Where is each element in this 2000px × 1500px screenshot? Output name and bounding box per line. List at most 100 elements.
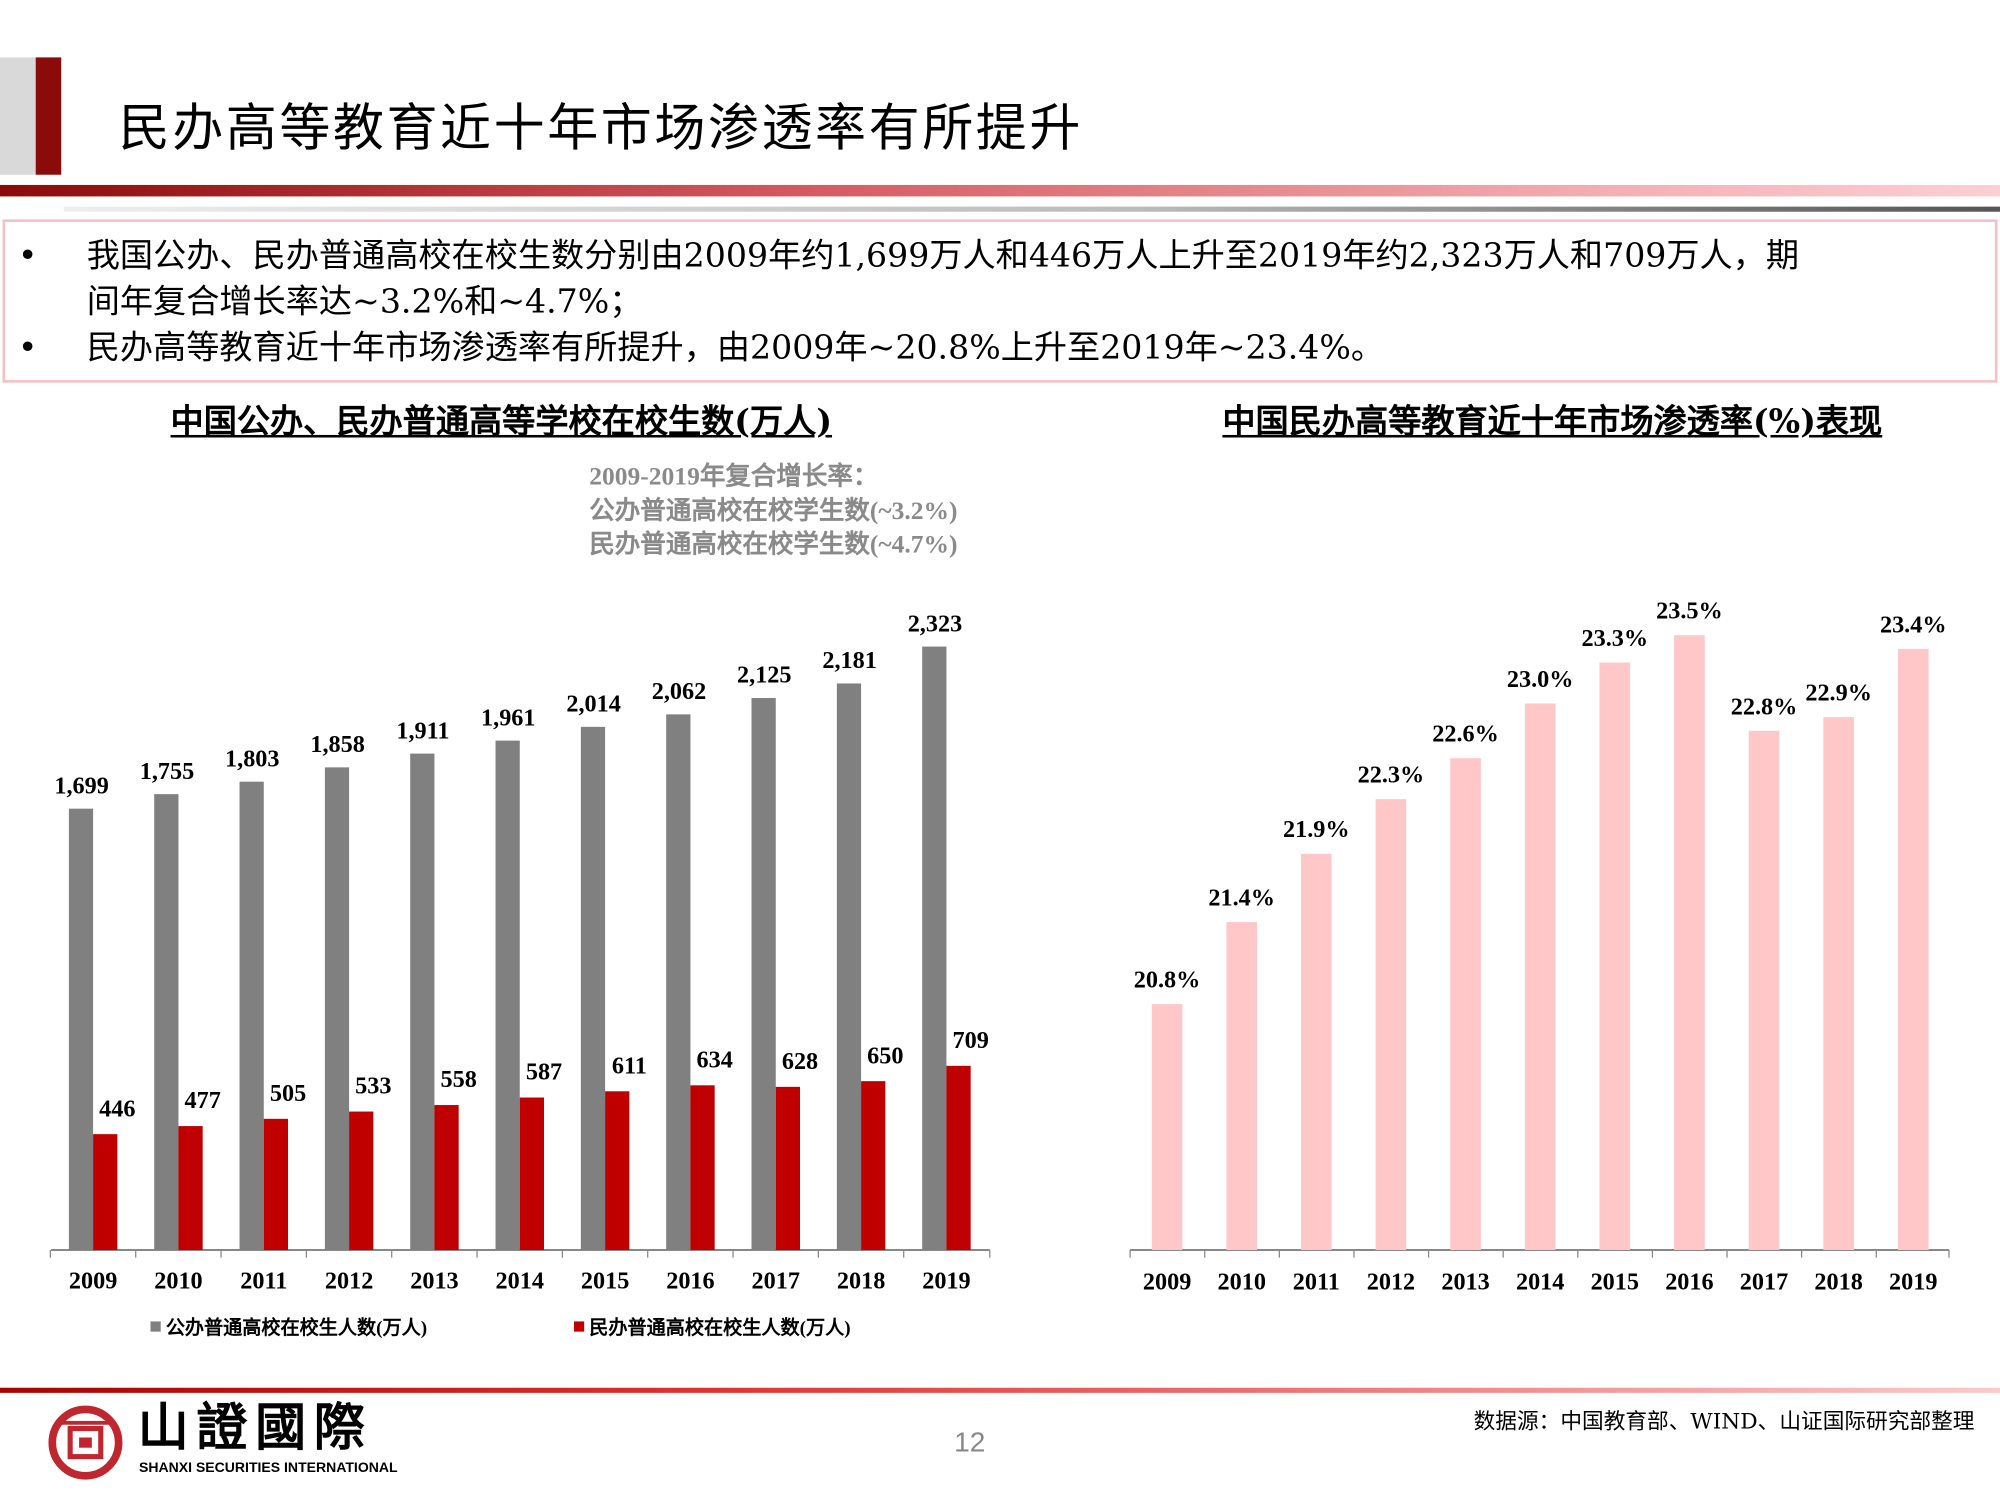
- x-tick-label: 2009: [1143, 1269, 1191, 1296]
- x-tick-label: 2019: [1889, 1269, 1937, 1296]
- bar-public: [410, 753, 435, 1250]
- logo-subtext: SHANXI SECURITIES INTERNATIONAL: [139, 1460, 398, 1476]
- legend-label-private: 民办普通高校在校生人数(万人): [589, 1316, 850, 1339]
- bar-private: [775, 1086, 800, 1250]
- data-label-public: 2,323: [908, 610, 963, 637]
- bar-penetration: [1748, 730, 1780, 1250]
- data-label: 23.0%: [1507, 666, 1574, 693]
- data-label: 22.9%: [1805, 680, 1872, 707]
- x-tick-label: 2013: [1441, 1269, 1489, 1296]
- x-tick-label: 2019: [922, 1267, 970, 1294]
- data-label-public: 2,125: [737, 662, 792, 689]
- x-tick-label: 2017: [1740, 1269, 1788, 1296]
- data-label-private: 533: [355, 1073, 391, 1100]
- data-label-private: 505: [270, 1080, 306, 1107]
- bar-private: [605, 1091, 630, 1250]
- data-label: 23.3%: [1581, 625, 1648, 652]
- bar-private: [690, 1085, 715, 1250]
- bullet-text: 间年复合增长率达~3.2%和~4.7%；: [86, 283, 643, 322]
- x-tick-label: 2016: [1665, 1269, 1713, 1296]
- bar-penetration: [1674, 635, 1705, 1250]
- x-tick-label: 2013: [410, 1267, 458, 1294]
- data-label-public: 2,014: [566, 691, 621, 718]
- bar-public: [68, 808, 94, 1250]
- data-label: 23.4%: [1880, 611, 1947, 638]
- legend-label-public: 公办普通高校在校生人数(万人): [166, 1316, 427, 1339]
- x-tick-label: 2012: [1367, 1269, 1415, 1296]
- annotation-line: 民办普通高校在校学生数(~4.7%): [589, 530, 958, 559]
- x-tick-label: 2011: [240, 1267, 287, 1294]
- bar-public: [666, 714, 691, 1250]
- bar-private: [434, 1105, 459, 1250]
- x-tick-label: 2011: [1293, 1269, 1340, 1296]
- data-label-public: 2,181: [822, 647, 877, 674]
- data-label-private: 611: [612, 1052, 647, 1079]
- legend-swatch-private: [573, 1321, 585, 1332]
- data-label-private: 477: [185, 1087, 221, 1114]
- data-label-public: 1,911: [396, 717, 449, 744]
- bar-penetration: [1151, 1004, 1183, 1250]
- x-tick-label: 2010: [1217, 1269, 1265, 1296]
- bar-private: [349, 1111, 374, 1250]
- bullet-text: 民办高等教育近十年市场渗透率有所提升，由2009年~20.8%上升至2019年~…: [86, 329, 1385, 368]
- bar-private: [93, 1134, 118, 1250]
- data-label: 20.8%: [1134, 966, 1201, 993]
- bar-public: [495, 740, 520, 1250]
- bar-penetration: [1823, 717, 1854, 1250]
- right-chart-title: 中国民办高等教育近十年市场渗透率(%)表现: [1222, 403, 1883, 442]
- header-divider: [0, 184, 2000, 197]
- bar-public: [751, 698, 776, 1250]
- bar-private: [263, 1118, 289, 1250]
- bar-public: [836, 683, 862, 1250]
- page-title: 民办高等教育近十年市场渗透率有所提升: [118, 99, 1083, 159]
- bar-private: [519, 1097, 545, 1250]
- x-tick-label: 2015: [581, 1267, 629, 1294]
- bar-penetration: [1599, 662, 1631, 1250]
- x-tick-label: 2012: [325, 1267, 373, 1294]
- data-label: 22.6%: [1432, 721, 1499, 748]
- bar-public: [239, 781, 264, 1250]
- bar-public: [324, 767, 350, 1250]
- data-label-private: 709: [952, 1027, 988, 1054]
- data-label-public: 2,062: [652, 678, 707, 705]
- bar-public: [580, 726, 606, 1250]
- cagr-annotation: 2009-2019年复合增长率： 公办普通高校在校学生数(~3.2%) 民办普通…: [589, 460, 957, 561]
- data-label-public: 1,961: [481, 704, 536, 731]
- bar-penetration: [1226, 922, 1258, 1250]
- x-tick-label: 2015: [1591, 1269, 1639, 1296]
- bullet-dot: •: [17, 329, 38, 368]
- title-accent-red: [35, 57, 62, 175]
- data-label-private: 650: [867, 1042, 903, 1069]
- data-label: 22.8%: [1731, 693, 1798, 720]
- bar-penetration: [1301, 853, 1332, 1250]
- data-label-public: 1,755: [140, 758, 195, 785]
- data-label-private: 446: [99, 1095, 135, 1122]
- footer-divider: [0, 1387, 2000, 1393]
- header-thin-divider: [63, 206, 2000, 212]
- bar-public: [154, 794, 179, 1250]
- page-number: 12: [954, 1426, 986, 1458]
- data-source: 数据源：中国教育部、WIND、山证国际研究部整理: [1473, 1409, 1975, 1435]
- bar-private: [861, 1081, 886, 1250]
- x-tick-label: 2018: [837, 1267, 885, 1294]
- data-label-private: 558: [441, 1066, 477, 1093]
- bar-private: [946, 1065, 971, 1250]
- bullet-text: 我国公办、民办普通高校在校生数分别由2009年约1,699万人和446万人上升至…: [86, 237, 1800, 276]
- data-label: 21.9%: [1283, 816, 1350, 843]
- logo-text: 山證國際: [137, 1399, 373, 1458]
- legend-swatch-public: [150, 1321, 161, 1332]
- bar-penetration: [1897, 648, 1929, 1250]
- logo-emblem: [48, 1405, 123, 1480]
- bar-private: [178, 1126, 203, 1250]
- x-tick-label: 2016: [666, 1267, 714, 1294]
- x-tick-label: 2010: [154, 1267, 202, 1294]
- data-label-public: 1,699: [54, 772, 109, 799]
- x-tick-label: 2014: [496, 1267, 544, 1294]
- data-label-public: 1,858: [310, 731, 365, 758]
- data-label-private: 628: [782, 1048, 818, 1075]
- bar-penetration: [1375, 799, 1407, 1250]
- bar-penetration: [1450, 758, 1481, 1250]
- x-tick-label: 2014: [1516, 1269, 1564, 1296]
